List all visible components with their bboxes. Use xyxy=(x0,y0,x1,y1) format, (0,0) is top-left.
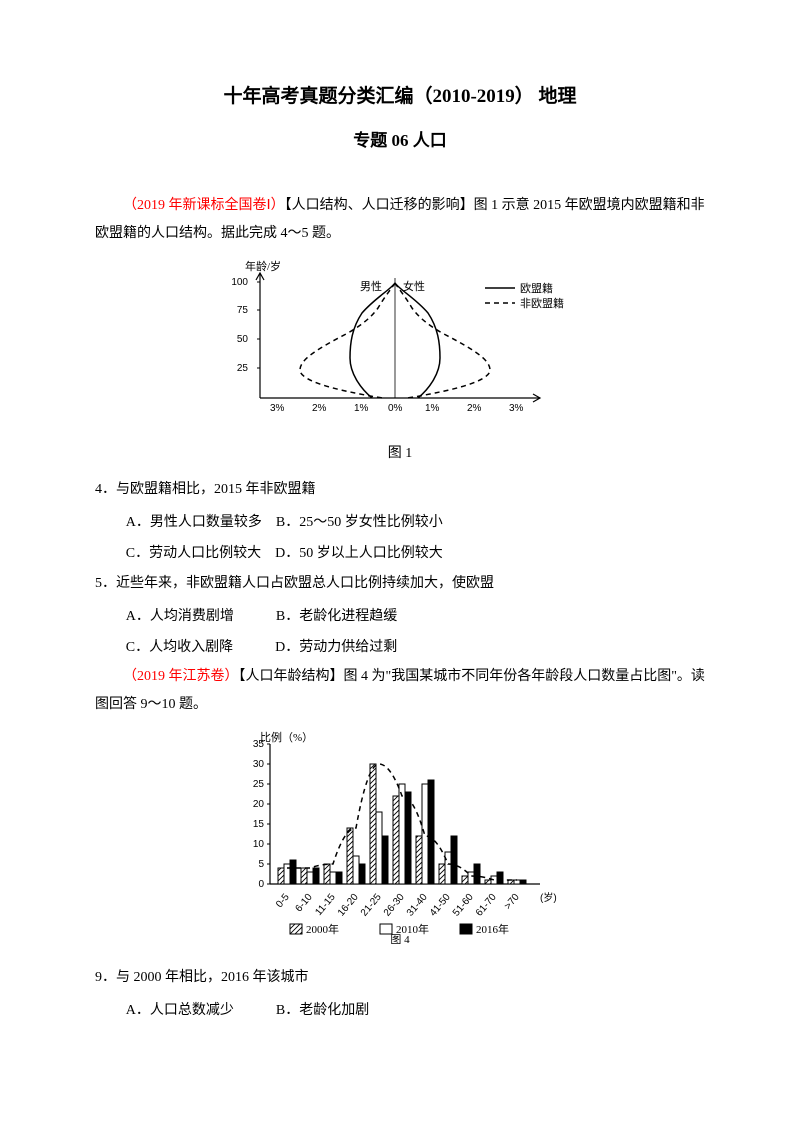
page-subtitle: 专题 06 人口 xyxy=(95,126,705,157)
q4-opt-d: D．50 岁以上人口比例较大 xyxy=(275,546,443,561)
q5-opt-b: B．老龄化进程趋缓 xyxy=(276,609,397,624)
svg-text:61-70: 61-70 xyxy=(474,892,499,919)
q9-opt-a: A．人口总数减少 xyxy=(126,1003,234,1018)
svg-text:51-60: 51-60 xyxy=(451,892,476,919)
page-title: 十年高考真题分类汇编（2010-2019） 地理 xyxy=(95,80,705,114)
legend-dash: 非欧盟籍 xyxy=(520,296,564,310)
tag-1: 【人口结构、人口迁移的影响】 xyxy=(285,198,474,213)
q5-opt-d: D．劳动力供给过剩 xyxy=(275,640,397,655)
svg-text:41-50: 41-50 xyxy=(428,892,453,919)
svg-text:31-40: 31-40 xyxy=(405,892,430,919)
q4-opt-b: B．25～50 岁女性比例较小 xyxy=(276,515,443,530)
question-4-stem: 4．与欧盟籍相比，2015 年非欧盟籍 xyxy=(95,476,705,504)
svg-text:16-20: 16-20 xyxy=(336,892,361,919)
age-distribution-chart: 比例（%） 0 5 10 15 20 25 30 35 0-56-1011-1516-2021… xyxy=(230,729,570,944)
chart2-x-unit: (岁) xyxy=(540,891,557,904)
svg-text:>70: >70 xyxy=(502,892,522,912)
x-tick: 0% xyxy=(388,403,403,414)
chart-2-caption: 图 4 xyxy=(390,933,410,944)
q9-opt-b: B．老龄化加剧 xyxy=(276,1003,369,1018)
svg-text:26-30: 26-30 xyxy=(382,892,407,919)
tag-2: 【人口年龄结构】 xyxy=(239,669,344,684)
svg-text:30: 30 xyxy=(253,759,265,770)
source-label-1: （2019 年新课标全国卷Ⅰ） xyxy=(123,198,285,213)
x-tick: 3% xyxy=(509,403,524,414)
svg-text:35: 35 xyxy=(253,739,265,750)
question-5-stem: 5．近些年来，非欧盟籍人口占欧盟总人口比例持续加大，使欧盟 xyxy=(95,570,705,598)
q5-opt-c: C．人均收入剧降 xyxy=(126,640,233,655)
chart-2-wrap: 比例（%） 0 5 10 15 20 25 30 35 0-56-1011-1516-2021… xyxy=(95,729,705,953)
svg-text:0: 0 xyxy=(258,879,264,890)
y-axis-label: 年龄/岁 xyxy=(245,259,281,273)
chart2-y-ticks: 0 5 10 15 20 25 30 35 xyxy=(253,739,270,890)
x-tick: 1% xyxy=(425,403,440,414)
question-9-stem: 9．与 2000 年相比，2016 年该城市 xyxy=(95,964,705,992)
chart2-y-label: 比例（%） xyxy=(260,730,313,744)
svg-text:15: 15 xyxy=(253,819,265,830)
svg-text:10: 10 xyxy=(253,839,265,850)
question-5-options: A．人均消费剧增 B．老龄化进程趋缓 C．人均收入剧降 D．劳动力供给过剩 xyxy=(95,602,705,664)
svg-text:21-25: 21-25 xyxy=(359,892,384,919)
y-tick: 100 xyxy=(231,277,248,288)
chart2-x-ticks: 0-56-1011-1516-2021-2526-3031-4041-5051-… xyxy=(274,892,522,919)
q4-opt-c: C．劳动人口比例较大 xyxy=(126,546,261,561)
svg-text:25: 25 xyxy=(253,779,265,790)
q5-opt-a: A．人均消费剧增 xyxy=(126,609,234,624)
male-label: 男性 xyxy=(360,279,382,293)
legend-solid: 欧盟籍 xyxy=(520,281,553,295)
question-9-options: A．人口总数减少 B．老龄化加剧 xyxy=(95,996,705,1027)
chart-1-caption: 图 1 xyxy=(95,441,705,466)
y-tick: 75 xyxy=(237,305,249,316)
chart-1-wrap: 年龄/岁 25 50 75 100 3% 2% 1% 0% 1% 2% 3% 男… xyxy=(95,258,705,466)
section2-intro: （2019 年江苏卷）【人口年龄结构】图 4 为"我国某城市不同年份各年龄段人口… xyxy=(95,663,705,719)
svg-text:5: 5 xyxy=(258,859,264,870)
legend-2016: 2016年 xyxy=(476,922,509,936)
x-tick: 1% xyxy=(354,403,369,414)
svg-text:20: 20 xyxy=(253,799,265,810)
x-tick: 2% xyxy=(312,403,327,414)
question-4-options: A．男性人口数量较多 B．25～50 岁女性比例较小 C．劳动人口比例较大 D．… xyxy=(95,508,705,570)
section1-intro: （2019 年新课标全国卷Ⅰ）【人口结构、人口迁移的影响】图 1 示意 2015… xyxy=(95,192,705,248)
q4-opt-a: A．男性人口数量较多 xyxy=(126,515,262,530)
legend-2000: 2000年 xyxy=(306,922,339,936)
y-tick: 50 xyxy=(237,334,249,345)
source-label-2: （2019 年江苏卷） xyxy=(123,669,239,684)
svg-text:11-15: 11-15 xyxy=(313,892,338,918)
y-tick: 25 xyxy=(237,363,249,374)
x-tick: 3% xyxy=(270,403,285,414)
x-tick: 2% xyxy=(467,403,482,414)
female-label: 女性 xyxy=(403,279,425,293)
population-pyramid-chart: 年龄/岁 25 50 75 100 3% 2% 1% 0% 1% 2% 3% 男… xyxy=(200,258,600,428)
svg-text:6-10: 6-10 xyxy=(294,892,316,915)
svg-text:0-5: 0-5 xyxy=(274,892,292,910)
